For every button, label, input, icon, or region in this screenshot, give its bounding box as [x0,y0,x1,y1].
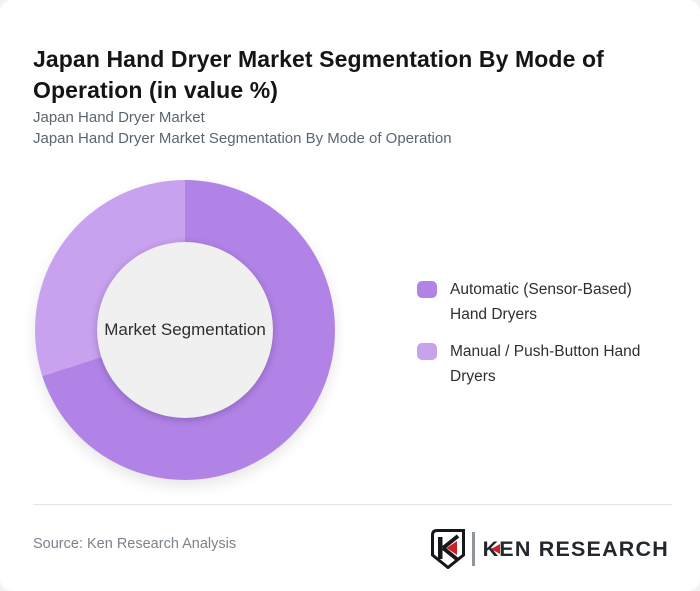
legend-label-manual: Manual / Push-Button Hand Dryers [450,343,641,385]
shield-k-icon [431,529,466,569]
logo-wordmark-k: K [482,536,500,561]
donut-chart: Market Segmentation [35,180,335,480]
logo-separator-bar [472,532,475,566]
source-note: Source: Ken Research Analysis [33,536,237,552]
subtitle-line-1: Japan Hand Dryer Market [33,109,205,126]
footer-divider [33,504,672,505]
page-title: Japan Hand Dryer Market Segmentation By … [33,46,604,104]
chart-subtitle: Japan Hand Dryer Market Japan Hand Dryer… [33,107,633,149]
chart-legend: Automatic (Sensor-Based) Hand Dryers Man… [417,277,658,389]
legend-item-manual: Manual / Push-Button Hand Dryers [417,339,658,389]
legend-swatch-manual [417,343,437,360]
legend-label-automatic: Automatic (Sensor-Based) Hand Dryers [450,281,632,323]
donut-hole: Market Segmentation [97,242,273,418]
logo-wordmark: KEN RESEARCH [483,537,669,562]
ken-research-logo: KEN RESEARCH [431,529,669,569]
legend-item-automatic: Automatic (Sensor-Based) Hand Dryers [417,277,658,327]
logo-wordmark-rest: EN RESEARCH [499,536,669,561]
donut-center-label: Market Segmentation [104,320,266,339]
legend-swatch-automatic [417,281,437,298]
subtitle-line-2: Japan Hand Dryer Market Segmentation By … [33,130,452,147]
